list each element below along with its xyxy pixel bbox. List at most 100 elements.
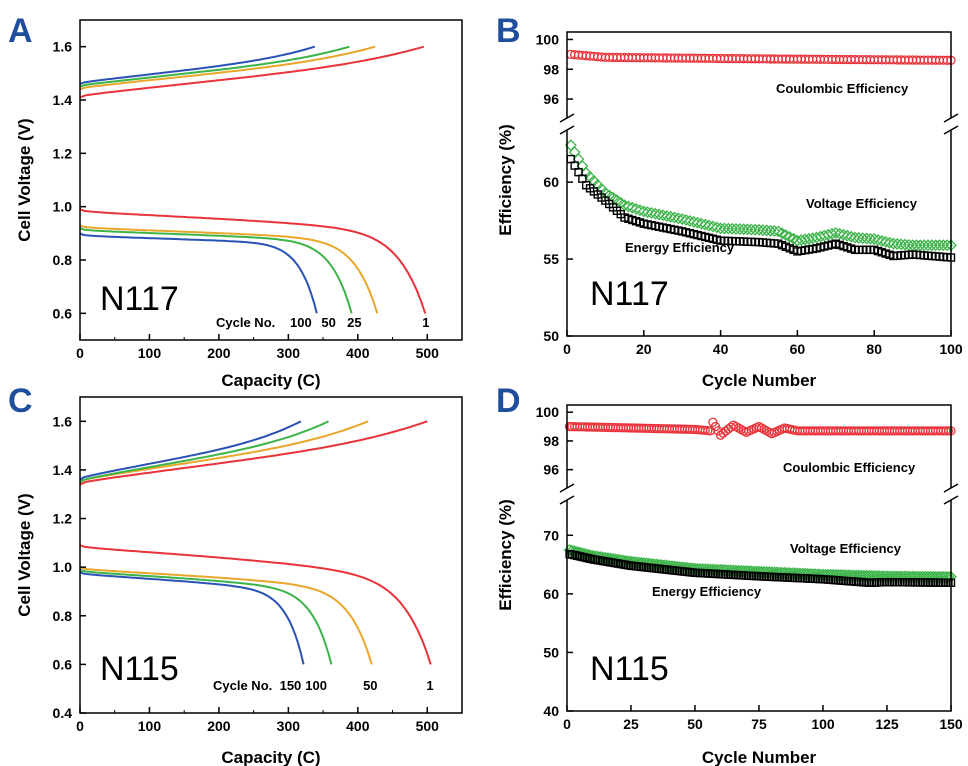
voltage-point: [643, 557, 655, 570]
voltage-point: [742, 565, 755, 578]
y-tick-label: 50: [543, 328, 559, 344]
voltage-point: [671, 560, 683, 573]
panel-letter-c: C: [8, 382, 33, 420]
x-tick-label: 500: [416, 718, 440, 734]
panel-letter-d: D: [496, 382, 521, 420]
voltage-point: [753, 223, 765, 236]
voltage-point: [901, 570, 914, 583]
voltage-point: [850, 569, 863, 582]
voltage-point: [860, 232, 873, 245]
plot-frame: [79, 19, 463, 341]
coulombic-annotation: Coulombic Efficiency: [776, 81, 909, 96]
voltage-point: [732, 564, 745, 577]
voltage-point: [727, 564, 740, 577]
y-tick-label: 50: [543, 644, 559, 660]
voltage-point: [758, 565, 771, 578]
axis-break-mark: [943, 483, 959, 493]
voltage-point: [648, 558, 660, 571]
voltage-point: [676, 213, 689, 225]
voltage-point: [740, 565, 753, 577]
voltage-point: [649, 207, 662, 220]
voltage-point: [902, 239, 915, 251]
voltage-point: [737, 223, 750, 236]
voltage-point: [879, 235, 892, 248]
discharge-curve-100: [79, 232, 318, 314]
voltage-point: [833, 227, 846, 240]
voltage-point: [658, 559, 671, 572]
cycle-label: Cycle No.: [216, 315, 275, 330]
x-tick-label: 25: [623, 716, 639, 732]
voltage-point: [657, 209, 669, 222]
voltage-point: [632, 556, 645, 569]
voltage-point: [925, 239, 938, 252]
plot-frame: [79, 396, 463, 714]
voltage-point: [788, 567, 801, 580]
x-tick-label: 100: [138, 345, 162, 361]
cycle-number-label-25: 25: [347, 315, 361, 330]
voltage-point: [640, 557, 653, 570]
voltage-point: [694, 562, 707, 575]
cycle-number-label-100: 100: [305, 678, 327, 693]
y-tick-label: 1.2: [53, 511, 73, 527]
voltage-point: [730, 564, 742, 577]
voltage-point: [827, 568, 840, 581]
voltage-point: [863, 569, 875, 582]
voltage-point: [922, 570, 934, 583]
x-tick-label: 75: [751, 716, 767, 732]
discharge-curve-50: [79, 566, 373, 665]
x-tick-label: 100: [811, 716, 835, 732]
voltage-point: [842, 569, 855, 582]
energy-point: [877, 578, 887, 587]
voltage-point: [627, 556, 640, 568]
voltage-point: [904, 570, 916, 583]
y-axis-label: Cell Voltage (V): [15, 118, 34, 241]
voltage-point: [771, 566, 783, 579]
y-tick-label: 96: [543, 91, 559, 107]
voltage-point: [660, 210, 673, 222]
voltage-point: [772, 225, 785, 238]
x-tick-label: 200: [207, 718, 231, 734]
voltage-point: [776, 566, 788, 579]
y-tick-label: 70: [543, 527, 559, 543]
voltage-point: [891, 238, 904, 250]
energy-point: [875, 578, 884, 587]
voltage-point: [929, 570, 942, 583]
voltage-point: [896, 570, 909, 583]
y-tick-label: 40: [543, 703, 559, 719]
discharge-curve-25: [79, 224, 379, 314]
x-tick-label: 300: [277, 718, 301, 734]
energy-annotation: Energy Efficiency: [625, 240, 735, 255]
voltage-point: [881, 570, 893, 583]
voltage-point: [922, 239, 934, 252]
voltage-point: [819, 568, 832, 581]
voltage-point: [691, 216, 704, 229]
voltage-point: [891, 570, 904, 583]
x-tick-label: 20: [636, 341, 652, 357]
x-tick-label: 0: [563, 716, 571, 732]
voltage-point: [749, 223, 762, 236]
voltage-point: [650, 558, 663, 571]
voltage-point: [872, 234, 884, 246]
discharge-curve-1: [79, 544, 432, 665]
x-axis-label: Capacity (C): [221, 748, 320, 766]
voltage-point: [817, 568, 829, 581]
voltage-point: [672, 212, 685, 225]
voltage-point: [914, 239, 927, 252]
voltage-point: [689, 562, 701, 575]
voltage-point: [630, 556, 643, 569]
voltage-point: [845, 230, 858, 243]
voltage-point: [722, 564, 735, 577]
voltage-point: [714, 563, 727, 576]
voltage-point: [895, 238, 907, 251]
voltage-point: [873, 570, 886, 582]
voltage-point: [701, 563, 714, 576]
voltage-point: [868, 233, 881, 245]
voltage-point: [878, 570, 891, 583]
voltage-point: [914, 570, 927, 583]
voltage-point: [841, 229, 854, 242]
voltage-point: [637, 557, 650, 569]
y-tick-label: 100: [536, 404, 560, 420]
voltage-point: [699, 563, 712, 576]
axis-break-mark: [559, 483, 575, 493]
voltage-point: [686, 562, 699, 575]
